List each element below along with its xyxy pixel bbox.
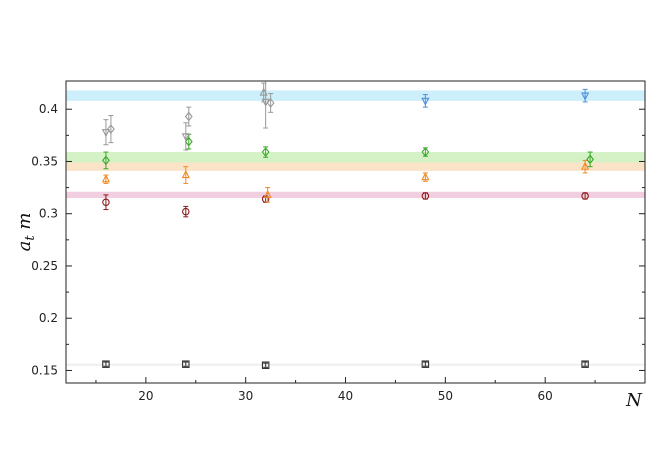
y-tick-label: 0.2 [39, 311, 58, 325]
data-point [266, 98, 275, 108]
series-6 [107, 93, 275, 144]
data-point [421, 172, 430, 181]
reference-bands [66, 90, 645, 366]
reference-band-3 [66, 191, 645, 199]
x-tick-label: 20 [138, 389, 153, 403]
series-4 [421, 88, 590, 108]
data-point [581, 92, 590, 101]
reference-band-4 [66, 363, 645, 366]
data-point [586, 154, 594, 165]
data-point [263, 189, 272, 199]
data-point [102, 198, 110, 206]
data-point [181, 133, 190, 142]
y-tick-label: 0.4 [39, 102, 58, 116]
reference-band-2 [66, 162, 645, 171]
data-point [421, 147, 430, 157]
data-point [184, 136, 193, 147]
reference-band-0 [66, 90, 645, 101]
data-point [181, 170, 190, 179]
x-tick-label: 50 [438, 389, 453, 403]
x-axis-ticks: 20 30 40 50 60 [95, 377, 596, 403]
data-point [182, 360, 190, 368]
x-tick-label: 60 [538, 389, 553, 403]
y-tick-label: 0.35 [31, 154, 58, 168]
data-point [261, 361, 270, 369]
y-tick-label: 0.15 [31, 363, 58, 377]
data-point [184, 111, 193, 122]
x-tick-label: 30 [238, 389, 253, 403]
data-point [259, 87, 268, 96]
series-3 [102, 133, 594, 170]
x-tick-label: 40 [338, 389, 353, 403]
data-point [581, 161, 590, 170]
y-axis-label: at m [14, 213, 38, 252]
y-axis-ticks: 0.15 0.2 0.25 0.3 0.35 0.4 [31, 102, 645, 377]
data-point [581, 360, 589, 368]
data-series [101, 80, 594, 369]
data-point [581, 192, 589, 200]
data-point [101, 174, 111, 183]
data-point [421, 97, 430, 106]
y-tick-label: 0.25 [31, 259, 58, 273]
series-0 [102, 360, 589, 369]
data-point [107, 124, 115, 134]
data-point [101, 129, 111, 138]
data-point [182, 207, 190, 216]
data-point [102, 360, 110, 368]
data-point [102, 155, 110, 166]
plot-frame [65, 80, 646, 384]
series-5 [101, 80, 270, 151]
x-axis-label: N [625, 390, 643, 411]
series-2 [101, 159, 590, 203]
data-point [421, 360, 430, 368]
y-tick-label: 0.3 [39, 207, 58, 221]
data-point [261, 147, 270, 157]
series-7 [259, 82, 268, 103]
reference-band-1 [66, 152, 645, 163]
data-point [421, 192, 430, 200]
